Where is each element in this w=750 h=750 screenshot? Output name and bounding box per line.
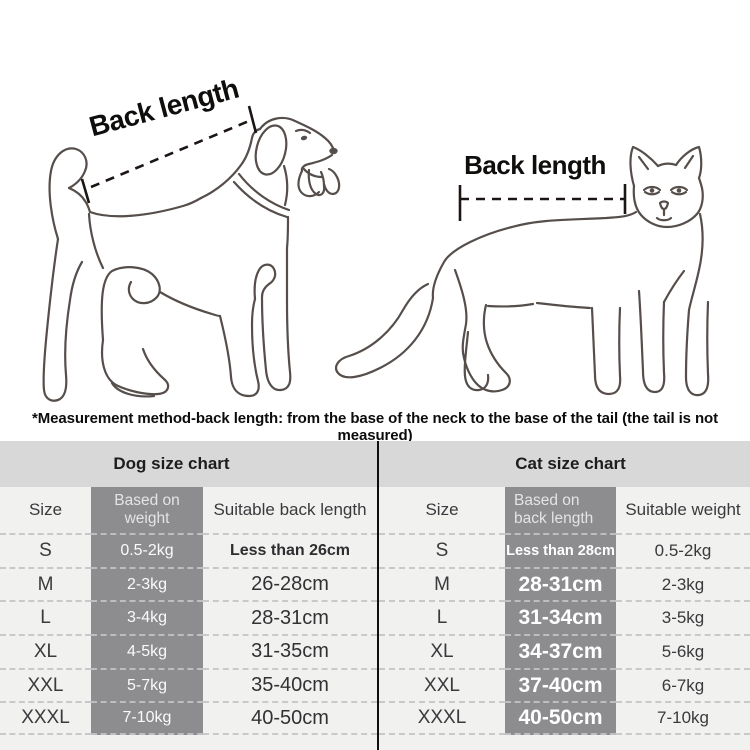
- dog-eye: [300, 135, 308, 141]
- cat-size-chart: Cat size chart Size Based on back length S…: [379, 441, 750, 750]
- cat-row-L-cell-2: 31-34cm: [505, 600, 616, 635]
- dog-row-M-cell-1: M: [0, 566, 91, 601]
- cat-column-header-2: Based on back length: [505, 487, 616, 533]
- cat-eye-right: [669, 185, 689, 192]
- dog-collar: [237, 172, 291, 212]
- cat-ear-left: [629, 145, 660, 188]
- measurement-diagram: Back length Back length *Measurement met…: [31, 72, 719, 444]
- dog-chart-title: Dog size chart: [0, 441, 377, 487]
- cat-row-L-cell-1: L: [379, 600, 505, 634]
- dog-row-XXL-cell-3: 35-40cm: [203, 667, 377, 702]
- dog-size-chart: Dog size chart Size Based on weight Suitab…: [0, 441, 377, 750]
- table-divider: [377, 441, 379, 750]
- dog-row-L-cell-1: L: [0, 600, 91, 634]
- dog-measure-tick-right: [247, 105, 258, 134]
- cat-row-M-cell-3: 2-3kg: [616, 566, 750, 601]
- cat-nose: [658, 200, 670, 211]
- cat-row-XXL-cell-3: 6-7kg: [616, 667, 750, 702]
- cat-row-XXXL-cell-1: XXXL: [379, 701, 505, 736]
- cat-tail: [334, 282, 435, 379]
- cat-row-M-cell-2: 28-31cm: [505, 566, 616, 601]
- dog-line-drawing: [42, 105, 341, 402]
- cat-row-M-cell-1: M: [379, 566, 505, 601]
- dog-tail: [48, 147, 88, 241]
- cat-row-S-cell-3: 0.5-2kg: [616, 533, 750, 567]
- cat-ear-right: [674, 145, 703, 180]
- cat-row-L-cell-3: 3-5kg: [616, 600, 750, 634]
- dog-row-S-cell-1: S: [0, 533, 91, 567]
- measurement-note: *Measurement method-back length: from th…: [31, 410, 719, 444]
- cat-back-length-label: Back length: [464, 150, 606, 180]
- cat-row-XXL-cell-2: 37-40cm: [505, 667, 616, 702]
- dog-column-header-3: Suitable back length: [213, 500, 367, 519]
- dog-row-XXL-cell-1: XXL: [0, 667, 91, 702]
- dog-nose: [329, 147, 338, 155]
- cat-column-header-1: Size: [425, 500, 459, 519]
- cat-column-header-3: Suitable weight: [625, 500, 741, 519]
- dog-row-M-cell-2: 2-3kg: [91, 566, 203, 601]
- dog-row-S-cell-3: Less than 26cm: [203, 533, 377, 567]
- cat-row-XXL-cell-1: XXL: [379, 667, 505, 702]
- cat-row-XL-cell-1: XL: [379, 634, 505, 668]
- dog-row-L-cell-3: 28-31cm: [203, 600, 377, 634]
- dog-measure-tick-left: [80, 178, 91, 204]
- dog-size-table: Size Based on weight Suitable back length S…: [0, 487, 377, 736]
- dog-tongue: [307, 168, 326, 197]
- cat-row-S-cell-1: S: [379, 533, 505, 567]
- dog-row-XL-cell-2: 4-5kg: [91, 634, 203, 668]
- dog-row-XXXL-cell-2: 7-10kg: [91, 701, 203, 736]
- cat-size-table: Size Based on back length Suitable weight S…: [379, 487, 750, 736]
- size-charts: Dog size chart Size Based on weight Suitab…: [0, 441, 750, 750]
- dog-row-M-cell-3: 26-28cm: [203, 566, 377, 601]
- cat-eye-left: [642, 185, 662, 192]
- dog-ear: [254, 124, 288, 176]
- dog-row-XXL-cell-2: 5-7kg: [91, 667, 203, 702]
- dog-measure-line: [90, 119, 250, 189]
- dog-row-XL-cell-3: 31-35cm: [203, 634, 377, 668]
- cat-row-S-cell-2: Less than 28cm: [505, 533, 616, 567]
- dog-column-header-2: Based on weight: [91, 487, 203, 533]
- dog-column-header-1: Size: [28, 500, 63, 519]
- dog-row-S-cell-2: 0.5-2kg: [91, 533, 203, 567]
- cat-row-XL-cell-2: 34-37cm: [505, 634, 616, 668]
- cat-chart-title: Cat size chart: [379, 441, 750, 487]
- cat-row-XXXL-cell-3: 7-10kg: [616, 701, 750, 736]
- dog-row-L-cell-2: 3-4kg: [91, 600, 203, 635]
- cat-row-XXXL-cell-2: 40-50cm: [505, 701, 616, 736]
- cat-row-XL-cell-3: 5-6kg: [616, 634, 750, 668]
- dog-row-XL-cell-1: XL: [0, 634, 91, 668]
- dog-row-XXXL-cell-1: XXXL: [0, 701, 91, 736]
- dog-row-XXXL-cell-3: 40-50cm: [203, 701, 377, 736]
- cat-line-drawing: [334, 145, 710, 397]
- pet-line-drawings: [42, 105, 710, 402]
